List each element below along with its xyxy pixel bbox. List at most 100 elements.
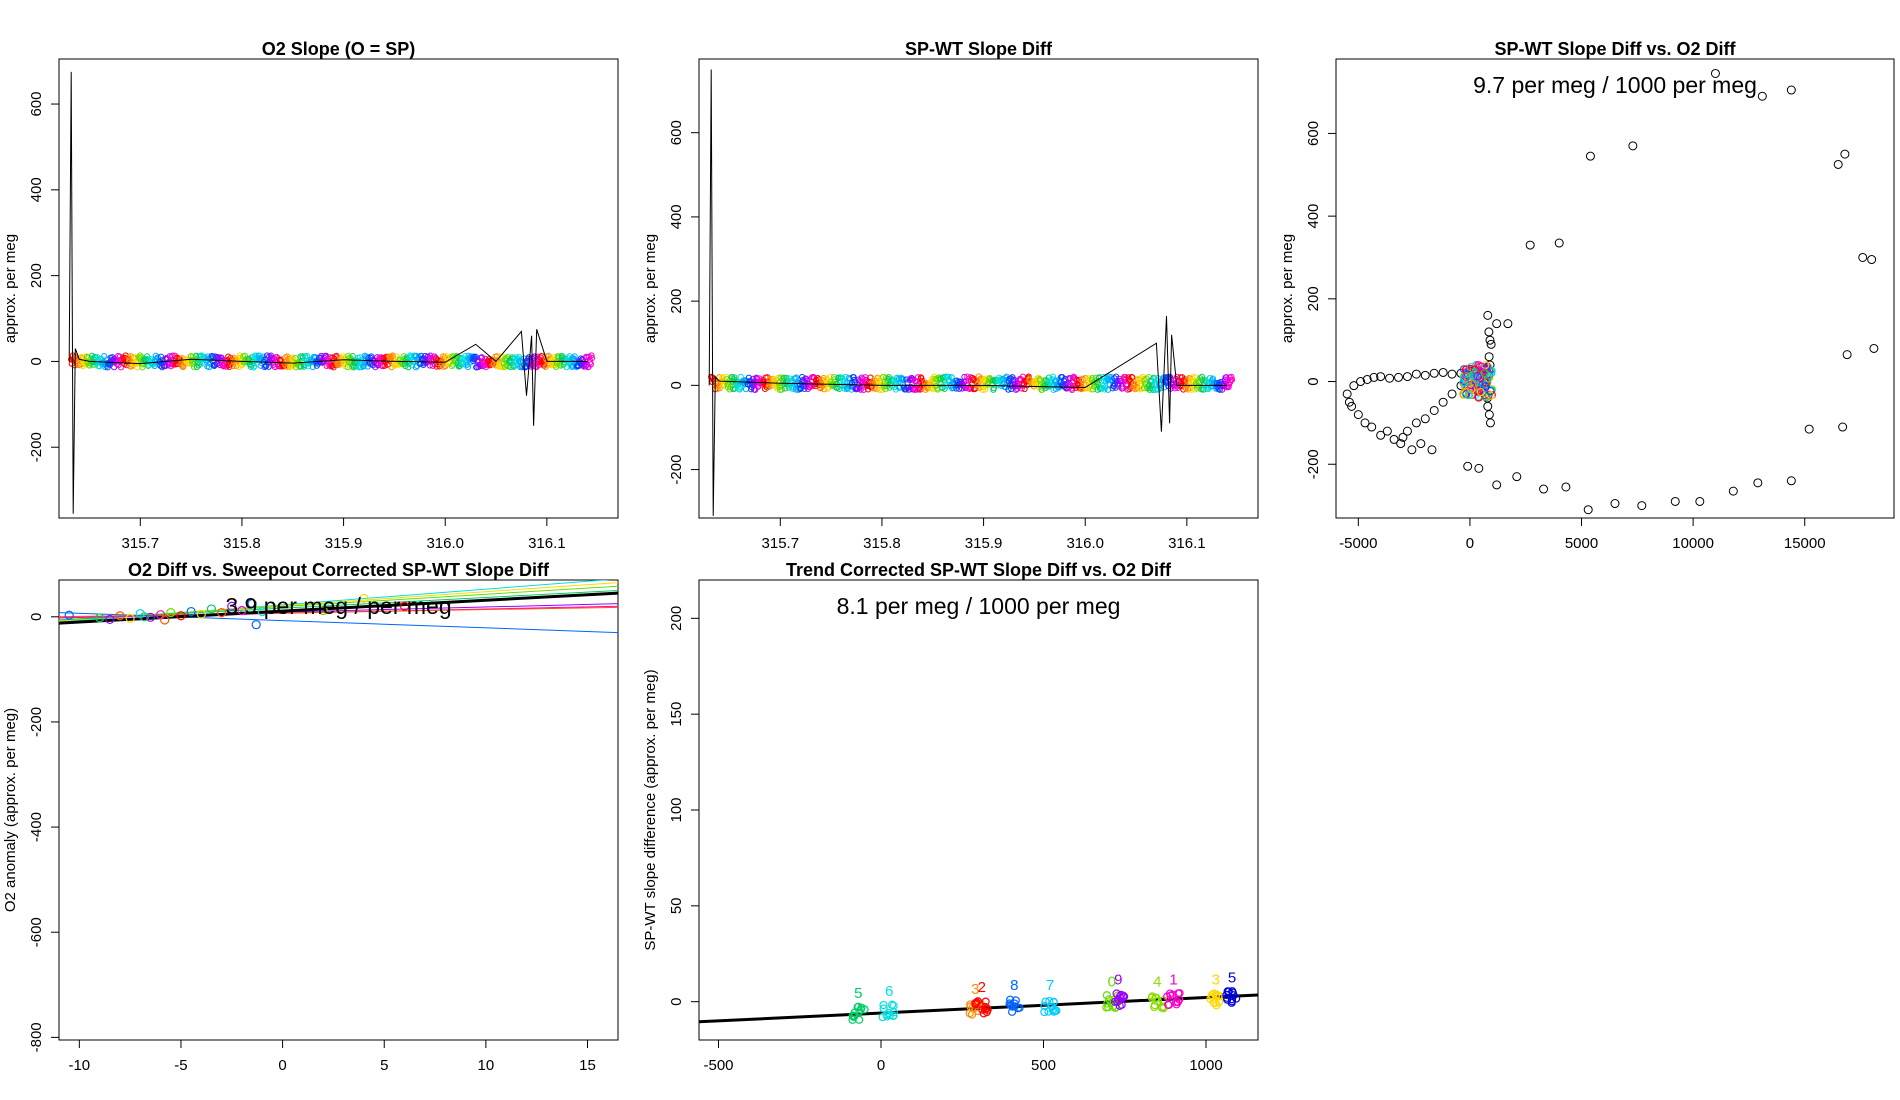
cluster-point	[1486, 387, 1495, 396]
cluster-point	[883, 1012, 892, 1021]
cluster-label: 7	[1046, 977, 1054, 994]
y-axis-label: approx. per meg	[642, 234, 659, 343]
cluster-label: 1	[1169, 971, 1177, 988]
cluster-point	[1481, 361, 1490, 370]
data-point	[1353, 410, 1363, 420]
data-point	[914, 374, 922, 381]
data-point	[1474, 463, 1484, 473]
data-point	[166, 607, 176, 618]
data-point	[1085, 375, 1092, 382]
cluster-point	[1460, 382, 1469, 391]
fit-line	[59, 612, 618, 634]
data-point	[507, 364, 514, 371]
cluster-point	[887, 1000, 897, 1009]
data-point	[1389, 434, 1399, 444]
data-point	[728, 373, 736, 381]
cluster-label: 6	[885, 983, 893, 1000]
data-point	[1610, 499, 1620, 509]
data-point	[1411, 418, 1421, 428]
data-point	[497, 353, 504, 360]
data-point	[1382, 426, 1392, 436]
data-point	[1376, 430, 1386, 440]
data-point	[1342, 389, 1352, 399]
data-point	[145, 612, 156, 622]
data-point	[405, 364, 412, 371]
data-point	[945, 373, 952, 380]
data-point	[1398, 432, 1408, 442]
data-point	[587, 361, 594, 368]
data-point	[105, 614, 115, 625]
data-point	[793, 374, 800, 381]
data-point	[1512, 472, 1522, 482]
data-point	[778, 386, 785, 393]
y-tick-label: -400	[28, 812, 45, 842]
x-tick-label: 500	[1031, 1057, 1056, 1074]
cluster-point	[848, 1011, 857, 1020]
data-point	[588, 352, 595, 359]
x-tick-label: 5000	[1565, 535, 1598, 552]
data-point	[125, 613, 135, 623]
plot-area	[68, 71, 596, 514]
plot-frame	[1335, 58, 1895, 519]
data-point	[64, 610, 74, 620]
data-point	[1075, 376, 1083, 383]
cluster-label: 5	[854, 985, 862, 1002]
y-tick-label: 400	[1305, 204, 1322, 229]
cluster-point	[879, 1004, 888, 1013]
data-point	[1786, 85, 1796, 95]
cluster-point	[855, 1015, 864, 1024]
plot-area	[1342, 68, 1879, 515]
data-point	[206, 604, 217, 614]
x-tick-label: 316.0	[1066, 535, 1104, 552]
x-tick-label: -5000	[1339, 535, 1377, 552]
data-point	[1869, 343, 1879, 353]
data-point	[359, 593, 369, 604]
data-point	[1858, 252, 1868, 262]
data-point	[1525, 240, 1535, 250]
data-point	[1402, 426, 1412, 436]
data-point	[799, 373, 806, 381]
data-point	[761, 385, 769, 393]
data-point	[510, 363, 517, 370]
series-line	[708, 69, 1228, 516]
chart-title: SP-WT Slope Diff vs. O2 Diff	[1494, 39, 1736, 59]
x-tick-label: 10000	[1672, 535, 1714, 552]
data-point	[186, 606, 196, 617]
data-point	[115, 611, 125, 621]
data-point	[982, 386, 989, 393]
data-point	[588, 354, 596, 362]
data-point	[1695, 496, 1705, 506]
data-point	[1628, 141, 1638, 151]
data-point	[1438, 397, 1448, 407]
cluster-point	[1040, 1007, 1049, 1017]
y-tick-label: -200	[28, 432, 45, 462]
cluster-point	[1474, 393, 1483, 402]
cluster-point	[1466, 363, 1475, 372]
cluster-point	[853, 1002, 862, 1012]
data-point	[1486, 339, 1496, 349]
data-point	[139, 612, 149, 622]
data-point	[1484, 352, 1494, 362]
x-tick-label: 15	[579, 1057, 596, 1074]
data-point	[1141, 377, 1148, 384]
data-point	[160, 615, 170, 625]
cluster-point	[1008, 1007, 1017, 1016]
cluster-point	[1463, 375, 1472, 384]
data-point	[792, 375, 799, 382]
cluster-point	[1462, 372, 1471, 381]
cluster-point	[1052, 1006, 1061, 1015]
data-point	[1492, 319, 1502, 329]
slope-annotation: 3.9 per meg / per meg	[225, 593, 451, 619]
data-point	[1753, 478, 1763, 488]
data-point	[1484, 327, 1494, 337]
plot-frame	[58, 58, 619, 519]
data-point	[557, 362, 564, 369]
cluster-point	[1482, 393, 1491, 402]
cluster-point	[1175, 995, 1184, 1004]
y-tick-label: 100	[668, 797, 685, 822]
data-point	[1108, 374, 1115, 381]
data-point	[470, 353, 477, 360]
y-tick-label: 0	[668, 997, 685, 1005]
cluster-point	[1487, 391, 1496, 400]
data-point	[1025, 373, 1032, 380]
